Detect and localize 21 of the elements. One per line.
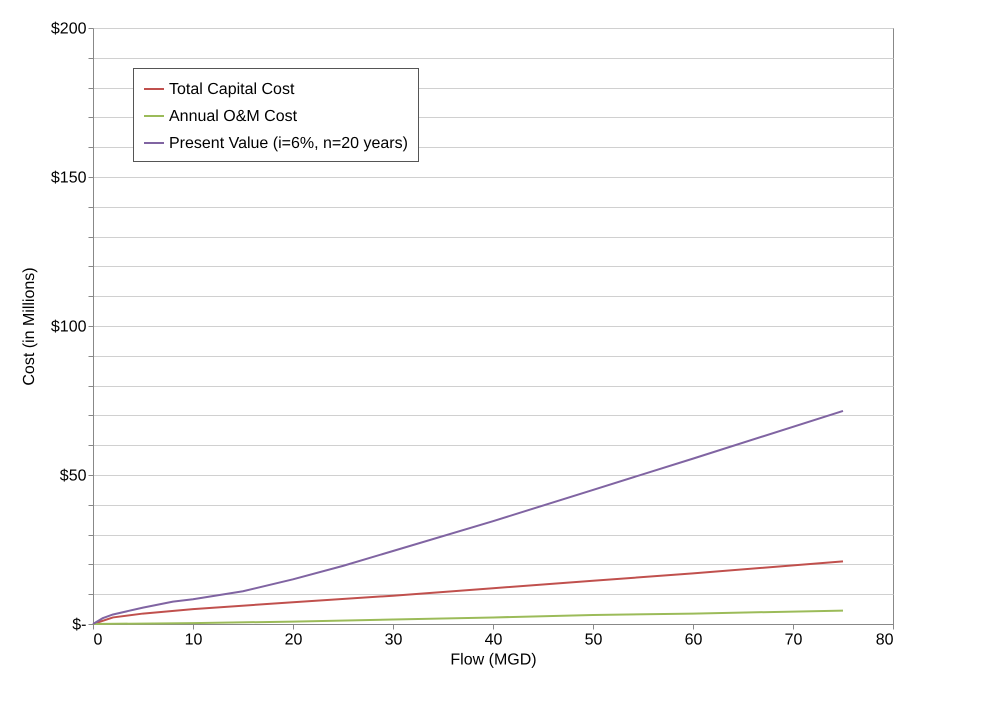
y-tick-label: $100 <box>50 318 87 336</box>
line-series <box>92 410 844 625</box>
x-tick-label: 60 <box>684 632 702 648</box>
x-tick-label: 80 <box>876 632 894 648</box>
legend-label: Present Value (i=6%, n=20 years) <box>169 135 408 152</box>
x-tick-label: 30 <box>384 632 402 648</box>
y-tick-label: $150 <box>50 170 87 186</box>
x-axis-title: Flow (MGD) <box>450 652 537 668</box>
y-tick-label: $- <box>72 616 86 634</box>
legend-label: Total Capital Cost <box>169 81 295 98</box>
y-tick-label: $50 <box>60 468 87 484</box>
x-tick-label: 40 <box>484 632 502 648</box>
line-series <box>92 610 844 625</box>
legend-label: Annual O&M Cost <box>169 108 298 125</box>
x-tick-label: 10 <box>184 632 202 648</box>
x-tick-label: 20 <box>284 632 302 648</box>
x-tick-label: 50 <box>584 632 602 648</box>
y-axis-title: Cost (in Millions) <box>20 267 38 386</box>
x-tick-label: 70 <box>784 632 802 648</box>
y-tick-label: $200 <box>50 20 87 38</box>
x-tick-label: 0 <box>94 632 102 648</box>
